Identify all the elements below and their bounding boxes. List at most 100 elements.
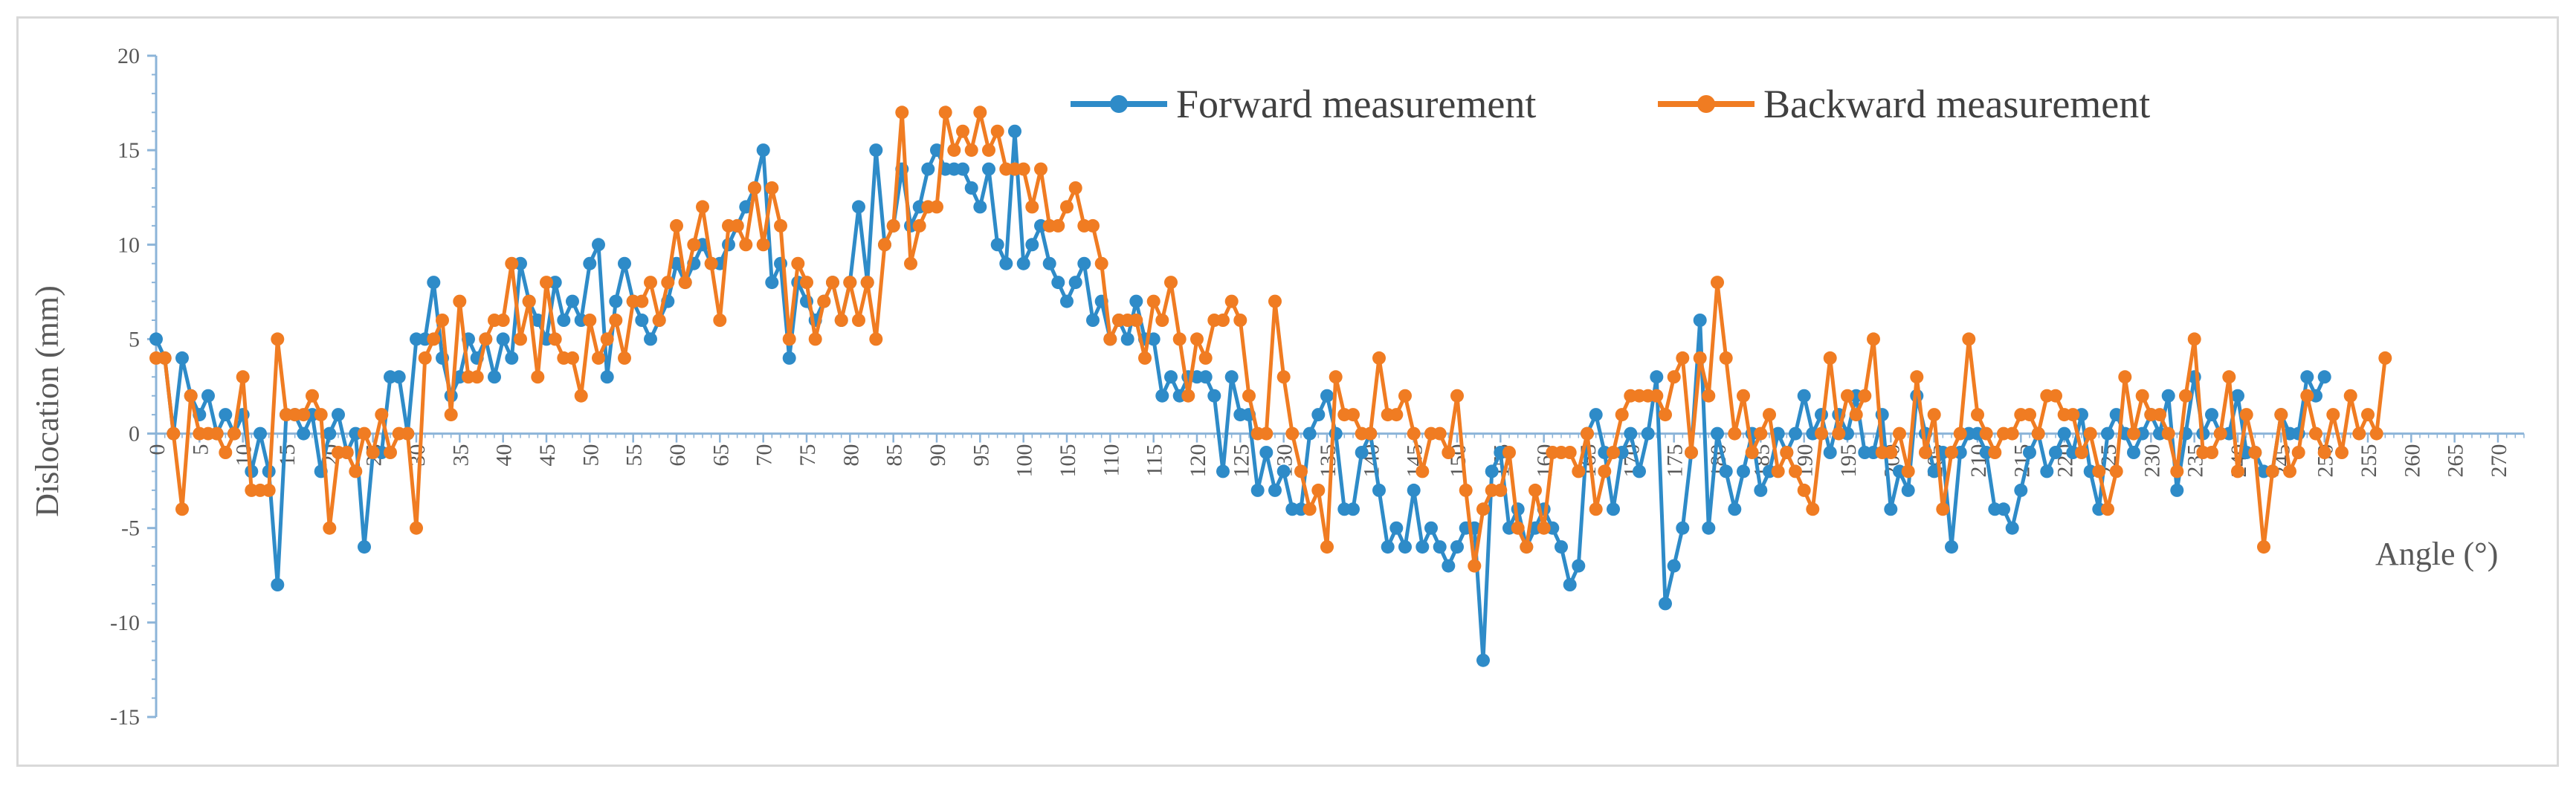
data-point <box>1832 426 1846 441</box>
data-point <box>1051 276 1065 290</box>
data-point <box>1667 559 1681 573</box>
y-tick-label: -10 <box>110 611 140 635</box>
data-point <box>1633 464 1646 478</box>
y-tick-label: -5 <box>121 516 140 541</box>
data-point <box>1216 314 1230 327</box>
data-point <box>1719 464 1733 478</box>
data-point <box>2161 426 2175 441</box>
data-point <box>592 351 605 365</box>
data-point <box>1268 294 1282 308</box>
data-point <box>912 218 926 233</box>
legend-backward-label: Backward measurement <box>1763 82 2150 126</box>
x-tick-label: 60 <box>665 444 690 467</box>
x-tick-label: 260 <box>2400 444 2424 478</box>
y-tick-label: 5 <box>129 327 140 351</box>
data-point <box>644 276 657 290</box>
data-point <box>1120 332 1134 346</box>
data-point <box>1164 276 1178 290</box>
data-point <box>895 106 909 120</box>
data-point <box>332 408 345 422</box>
data-point <box>886 218 900 233</box>
data-point <box>219 446 233 459</box>
data-point <box>1581 426 1594 441</box>
data-point <box>1442 559 1456 573</box>
x-tick-label: 15 <box>275 444 300 467</box>
data-point <box>1815 426 1828 441</box>
data-point <box>392 370 406 384</box>
data-point <box>2118 370 2132 384</box>
data-point <box>1155 314 1169 327</box>
data-point <box>782 351 796 365</box>
data-point <box>1077 256 1091 270</box>
data-point <box>1693 351 1707 365</box>
x-tick-label: 5 <box>188 444 213 455</box>
data-point <box>1302 426 1317 441</box>
data-point <box>1841 389 1854 403</box>
data-point <box>1259 446 1274 459</box>
data-point <box>1659 597 1672 611</box>
data-point <box>210 426 224 441</box>
data-point <box>852 200 865 214</box>
x-tick-label: 230 <box>2140 444 2164 478</box>
data-point <box>149 332 163 346</box>
data-point <box>340 446 354 459</box>
data-point <box>1711 426 1724 441</box>
data-point <box>1962 332 1976 346</box>
data-point <box>930 200 943 214</box>
data-point <box>1476 502 1490 516</box>
data-point <box>644 332 657 346</box>
data-point <box>652 314 666 327</box>
data-point <box>973 200 987 214</box>
data-point <box>1198 351 1213 365</box>
data-point <box>1945 446 1958 459</box>
data-point <box>609 294 623 308</box>
data-point <box>1858 389 1872 403</box>
data-point <box>271 578 285 591</box>
data-point <box>505 256 519 270</box>
data-point <box>860 276 874 290</box>
data-point <box>583 314 597 327</box>
data-point <box>1867 332 1880 346</box>
data-point <box>765 276 779 290</box>
data-point <box>1953 426 1967 441</box>
data-point <box>1884 446 1898 459</box>
data-point <box>1659 408 1672 422</box>
data-point <box>2101 502 2114 516</box>
data-point <box>1988 446 2002 459</box>
data-point <box>938 106 952 120</box>
data-point <box>1745 446 1759 459</box>
x-tick-label: 45 <box>535 444 560 467</box>
x-axis-title: Angle (°) <box>2375 536 2498 572</box>
data-point <box>843 276 857 290</box>
data-point <box>2161 389 2175 403</box>
data-point <box>1424 521 1438 535</box>
data-point <box>756 143 770 158</box>
data-point <box>306 389 319 403</box>
data-point <box>756 238 770 252</box>
data-point <box>2170 464 2184 478</box>
data-point <box>1363 426 1378 441</box>
data-point <box>427 332 441 346</box>
data-point <box>826 276 839 290</box>
data-point <box>635 314 649 327</box>
data-point <box>366 446 380 459</box>
data-point <box>1728 502 1742 516</box>
data-point <box>800 276 813 290</box>
x-tick-label: 110 <box>1099 444 1123 477</box>
data-point <box>1294 464 1308 478</box>
data-point <box>1702 389 1716 403</box>
data-point <box>2005 426 2019 441</box>
data-point <box>2317 446 2331 459</box>
data-point <box>1311 408 1326 422</box>
data-point <box>1086 218 1100 233</box>
y-tick-label: 15 <box>117 138 140 163</box>
data-point <box>1693 314 1707 327</box>
data-point <box>1676 351 1690 365</box>
data-point <box>1407 426 1421 441</box>
data-point <box>262 483 276 497</box>
data-point <box>2239 408 2253 422</box>
data-point <box>2127 446 2140 459</box>
data-point <box>990 124 1004 138</box>
data-point <box>436 314 449 327</box>
